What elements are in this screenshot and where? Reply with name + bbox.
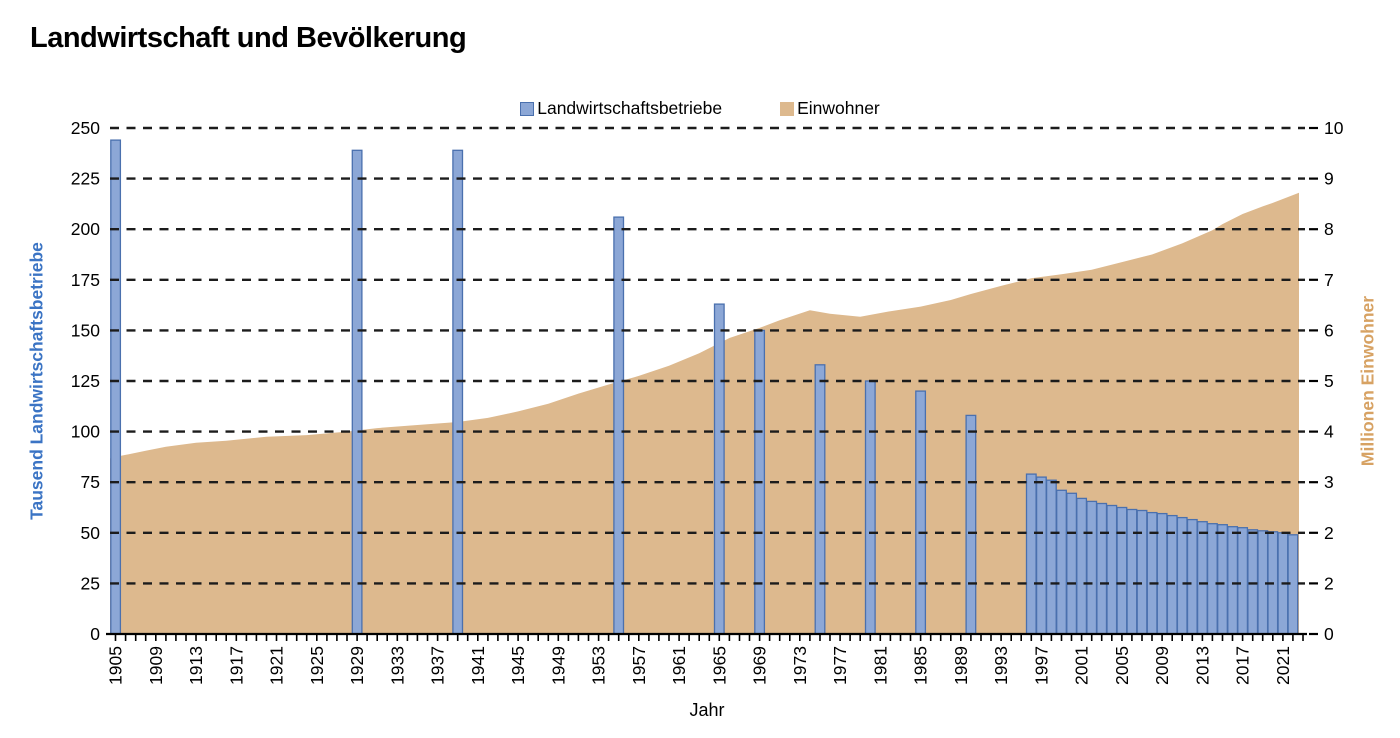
svg-text:9: 9 bbox=[1324, 169, 1334, 189]
svg-text:1921: 1921 bbox=[267, 646, 287, 685]
x-axis-title: Jahr bbox=[689, 700, 725, 720]
left-axis-title: Tausend Landwirtschaftsbetriebe bbox=[26, 242, 47, 520]
svg-text:1973: 1973 bbox=[790, 646, 810, 685]
svg-text:25: 25 bbox=[81, 573, 100, 593]
svg-text:200: 200 bbox=[71, 219, 100, 239]
svg-text:1949: 1949 bbox=[548, 646, 568, 685]
svg-text:2013: 2013 bbox=[1192, 646, 1212, 685]
chart-title: Landwirtschaft und Bevölkerung bbox=[30, 22, 467, 54]
legend-swatch-bar-icon bbox=[520, 101, 535, 116]
svg-text:6: 6 bbox=[1324, 320, 1334, 340]
svg-text:1989: 1989 bbox=[951, 646, 971, 685]
legend-swatch-area-icon bbox=[780, 101, 795, 116]
svg-text:225: 225 bbox=[71, 169, 100, 189]
svg-text:2017: 2017 bbox=[1233, 646, 1253, 685]
legend-item-einwohner: Einwohner bbox=[780, 98, 880, 119]
svg-text:50: 50 bbox=[81, 523, 101, 543]
svg-text:1917: 1917 bbox=[226, 646, 246, 685]
svg-text:1981: 1981 bbox=[870, 646, 890, 685]
svg-text:1929: 1929 bbox=[347, 646, 367, 685]
svg-text:1977: 1977 bbox=[830, 646, 850, 685]
svg-text:1905: 1905 bbox=[106, 646, 126, 685]
svg-text:1909: 1909 bbox=[146, 646, 166, 685]
svg-text:1925: 1925 bbox=[307, 646, 327, 685]
svg-text:150: 150 bbox=[71, 320, 100, 340]
svg-text:2: 2 bbox=[1324, 523, 1334, 543]
svg-text:75: 75 bbox=[81, 472, 100, 492]
svg-text:8: 8 bbox=[1324, 219, 1334, 239]
svg-text:1945: 1945 bbox=[508, 646, 528, 685]
svg-text:10: 10 bbox=[1324, 118, 1344, 138]
svg-text:1961: 1961 bbox=[669, 646, 689, 685]
svg-text:0: 0 bbox=[1324, 624, 1334, 644]
legend: Landwirtschaftsbetriebe Einwohner bbox=[0, 98, 1400, 119]
svg-text:1953: 1953 bbox=[589, 646, 609, 685]
svg-text:2: 2 bbox=[1324, 573, 1334, 593]
svg-text:2009: 2009 bbox=[1152, 646, 1172, 685]
svg-text:1957: 1957 bbox=[629, 646, 649, 685]
svg-text:1937: 1937 bbox=[428, 646, 448, 685]
svg-text:175: 175 bbox=[71, 270, 100, 290]
svg-text:1985: 1985 bbox=[911, 646, 931, 685]
svg-text:1933: 1933 bbox=[387, 646, 407, 685]
svg-text:1997: 1997 bbox=[1031, 646, 1051, 685]
svg-text:125: 125 bbox=[71, 371, 100, 391]
svg-text:4: 4 bbox=[1324, 422, 1334, 442]
svg-text:3: 3 bbox=[1324, 472, 1334, 492]
svg-text:5: 5 bbox=[1324, 371, 1334, 391]
svg-text:250: 250 bbox=[71, 118, 100, 138]
legend-label-einwohner: Einwohner bbox=[797, 98, 880, 118]
svg-text:100: 100 bbox=[71, 422, 100, 442]
svg-text:2001: 2001 bbox=[1072, 646, 1092, 685]
svg-text:1941: 1941 bbox=[468, 646, 488, 685]
svg-text:1913: 1913 bbox=[186, 646, 206, 685]
svg-text:0: 0 bbox=[90, 624, 100, 644]
svg-text:7: 7 bbox=[1324, 270, 1334, 290]
svg-text:2005: 2005 bbox=[1112, 646, 1132, 685]
svg-text:1965: 1965 bbox=[709, 646, 729, 685]
svg-text:1969: 1969 bbox=[750, 646, 770, 685]
svg-text:1993: 1993 bbox=[991, 646, 1011, 685]
svg-text:2021: 2021 bbox=[1273, 646, 1293, 685]
right-axis-title: Millionen Einwohner bbox=[1357, 295, 1378, 467]
legend-label-landwirtschaftsbetriebe: Landwirtschaftsbetriebe bbox=[537, 98, 723, 118]
legend-item-landwirtschaftsbetriebe: Landwirtschaftsbetriebe bbox=[520, 98, 722, 119]
